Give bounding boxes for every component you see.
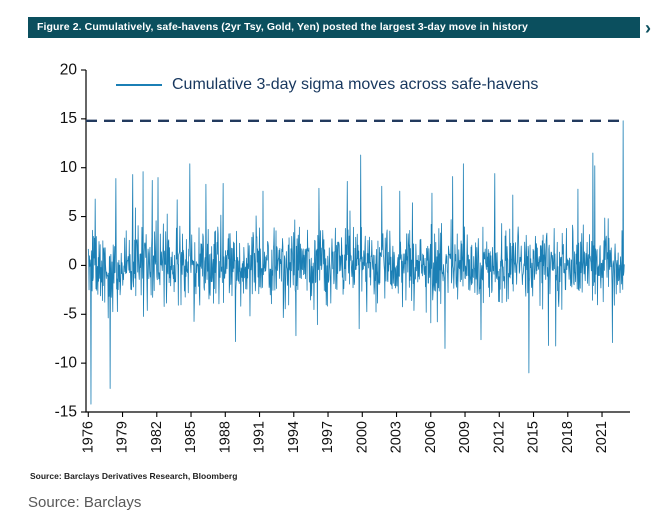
legend-label: Cumulative 3-day sigma moves across safe…: [172, 76, 539, 93]
figure-header-bar: Figure 2. Cumulatively, safe-havens (2yr…: [28, 17, 640, 39]
sigma-chart-canvas: [28, 56, 644, 464]
legend-line-icon: [116, 84, 162, 86]
figure-header: Figure 2. Cumulatively, safe-havens (2yr…: [28, 17, 653, 39]
source-caption: Source: Barclays: [28, 494, 142, 511]
chevron-right-icon[interactable]: ›: [645, 17, 651, 38]
figure-title: Figure 2. Cumulatively, safe-havens (2yr…: [37, 21, 528, 33]
chart-legend: Cumulative 3-day sigma moves across safe…: [116, 76, 538, 94]
source-note: Source: Barclays Derivatives Research, B…: [30, 471, 238, 481]
